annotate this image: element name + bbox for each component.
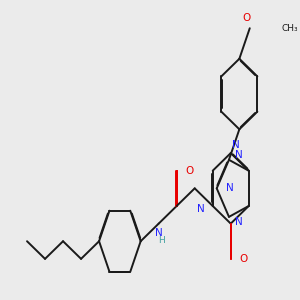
Text: CH₃: CH₃ (282, 24, 298, 33)
Text: N: N (235, 217, 243, 227)
Text: N: N (226, 183, 234, 193)
Text: O: O (186, 166, 194, 176)
Text: O: O (242, 14, 250, 23)
Text: N: N (232, 140, 239, 150)
Text: N: N (197, 204, 205, 214)
Text: H: H (159, 236, 165, 244)
Text: O: O (240, 254, 248, 264)
Text: N: N (155, 229, 163, 238)
Text: N: N (235, 150, 243, 160)
